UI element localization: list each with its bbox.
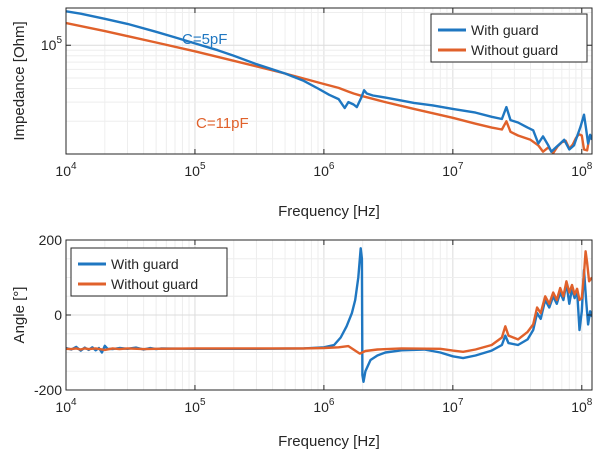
- angle-x-tick-labels: 104 105 106 107 108: [55, 397, 592, 415]
- legend-label-with-guard: With guard: [111, 256, 179, 272]
- legend-label-without-guard: Without guard: [471, 42, 558, 58]
- legend-label-without-guard: Without guard: [111, 276, 198, 292]
- impedance-panel: 104 105 106 107 108 105 Frequency [Hz] Imped…: [11, 7, 593, 220]
- angle-x-axis-label: Frequency [Hz]: [278, 433, 380, 450]
- y-tick-label: -200: [34, 382, 62, 398]
- x-tick-label: 105: [184, 161, 206, 179]
- x-tick-label: 106: [313, 161, 335, 179]
- angle-ticks: [65, 239, 592, 391]
- angle-legend-box: [70, 247, 228, 297]
- x-tick-label: 104: [55, 397, 77, 415]
- x-tick-label: 107: [442, 397, 464, 415]
- impedance-legend: With guard Without guard: [430, 13, 588, 63]
- series-line-without-guard: [66, 250, 592, 355]
- impedance-ticks: [65, 8, 592, 154]
- impedance-x-axis-label: Frequency [Hz]: [278, 203, 380, 220]
- legend-label-with-guard: With guard: [471, 22, 539, 38]
- angle-y-tick-labels: 200 0 -200: [34, 232, 62, 398]
- x-tick-label: 108: [571, 161, 593, 179]
- impedance-y-tick-labels: 105: [41, 35, 63, 53]
- impedance-axes-box: [65, 7, 593, 155]
- x-tick-label: 105: [184, 397, 206, 415]
- impedance-y-axis-label: Impedance [Ohm]: [11, 21, 28, 140]
- x-tick-label: 104: [55, 161, 77, 179]
- impedance-x-tick-labels: 104 105 106 107 108: [55, 161, 592, 179]
- y-tick-label: 0: [54, 307, 62, 323]
- impedance-legend-box: [430, 13, 588, 63]
- impedance-series: [66, 10, 592, 154]
- angle-series: [66, 247, 592, 383]
- angle-y-axis-label: Angle [°]: [11, 287, 28, 344]
- x-tick-label: 108: [571, 397, 593, 415]
- annotation-c-5pf: C=5pF: [182, 31, 227, 48]
- series-line-with-guard: [66, 10, 592, 153]
- y-tick-label: 200: [39, 232, 63, 248]
- x-tick-label: 107: [442, 161, 464, 179]
- y-tick-label: 105: [41, 35, 63, 53]
- angle-legend: With guard Without guard: [70, 247, 228, 297]
- annotation-c-11pf: C=11pF: [196, 115, 249, 132]
- x-tick-label: 106: [313, 397, 335, 415]
